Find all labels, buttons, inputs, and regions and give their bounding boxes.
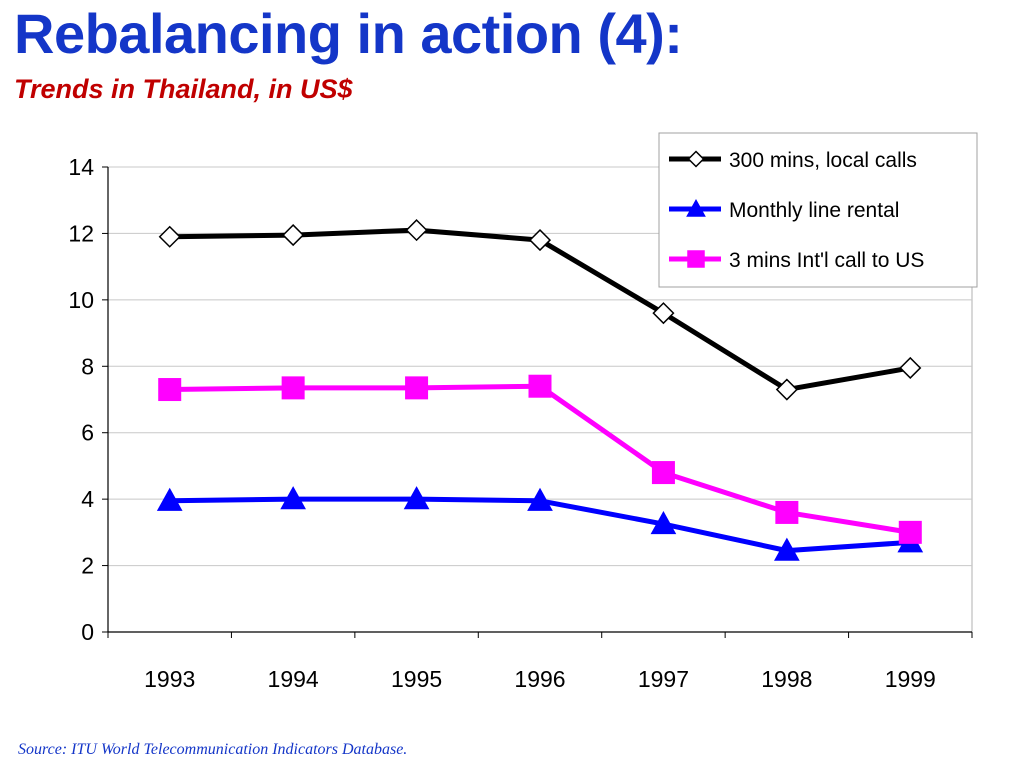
data-point-300-mins-local-calls	[158, 225, 181, 248]
y-tick-label: 8	[81, 353, 94, 379]
data-point-300-mins-local-calls	[405, 219, 428, 242]
legend-label-300-mins-local-calls: 300 mins, local calls	[729, 149, 917, 172]
data-point-3-mins-int-l-call-to-us	[898, 520, 922, 544]
data-point-3-mins-int-l-call-to-us	[528, 374, 552, 398]
data-point-300-mins-local-calls	[652, 302, 675, 325]
x-tick-label: 1999	[885, 666, 936, 692]
x-tick-label: 1993	[144, 666, 195, 692]
line-chart: 0 2 4 6 8 10 12 14 1993 1994 1995 1996 1997 1998 1999 3…	[68, 132, 978, 692]
x-tick-label: 1995	[391, 666, 442, 692]
y-tick-label: 12	[68, 220, 94, 246]
data-point-monthly-line-rental	[650, 511, 677, 535]
x-tick-label: 1996	[514, 666, 565, 692]
y-tick-label: 10	[68, 287, 94, 313]
legend-label-monthly-line-rental: Monthly line rental	[729, 199, 899, 222]
y-tick-label: 0	[81, 619, 94, 645]
y-tick-label: 6	[81, 420, 94, 446]
data-point-monthly-line-rental	[280, 486, 306, 510]
legend-label-3-mins-int-l-call-to-us: 3 mins Int'l call to US	[729, 249, 924, 272]
data-point-300-mins-local-calls	[775, 378, 798, 401]
data-point-300-mins-local-calls	[899, 356, 922, 380]
x-tick-label: 1994	[268, 666, 319, 692]
data-point-monthly-line-rental	[403, 486, 430, 510]
data-point-3-mins-int-l-call-to-us	[405, 376, 429, 400]
data-point-monthly-line-rental	[156, 487, 183, 511]
data-point-monthly-line-rental	[774, 537, 800, 561]
data-point-300-mins-local-calls	[528, 229, 552, 252]
data-point-3-mins-int-l-call-to-us	[158, 378, 182, 402]
x-tick-label: 1997	[638, 666, 689, 692]
data-point-300-mins-local-calls	[282, 224, 305, 247]
slide-subtitle: Trends in Thailand, in US$	[14, 74, 353, 104]
x-tick-label: 1998	[761, 666, 812, 692]
data-point-monthly-line-rental	[527, 487, 553, 511]
data-point-3-mins-int-l-call-to-us	[775, 500, 799, 524]
y-tick-label: 2	[81, 553, 94, 579]
legend-marker-3-mins-int-l-call-to-us	[687, 250, 705, 268]
legend-marker-monthly-line-rental	[686, 198, 706, 217]
data-point-3-mins-int-l-call-to-us	[651, 461, 675, 485]
y-tick-label: 14	[68, 154, 94, 180]
legend-marker-300-mins-local-calls	[687, 150, 705, 168]
data-point-3-mins-int-l-call-to-us	[281, 376, 305, 400]
source-note: Source: ITU World Telecommunication Indi…	[18, 741, 408, 758]
slide-title: Rebalancing in action (4):	[14, 2, 683, 65]
y-tick-label: 4	[81, 486, 94, 512]
